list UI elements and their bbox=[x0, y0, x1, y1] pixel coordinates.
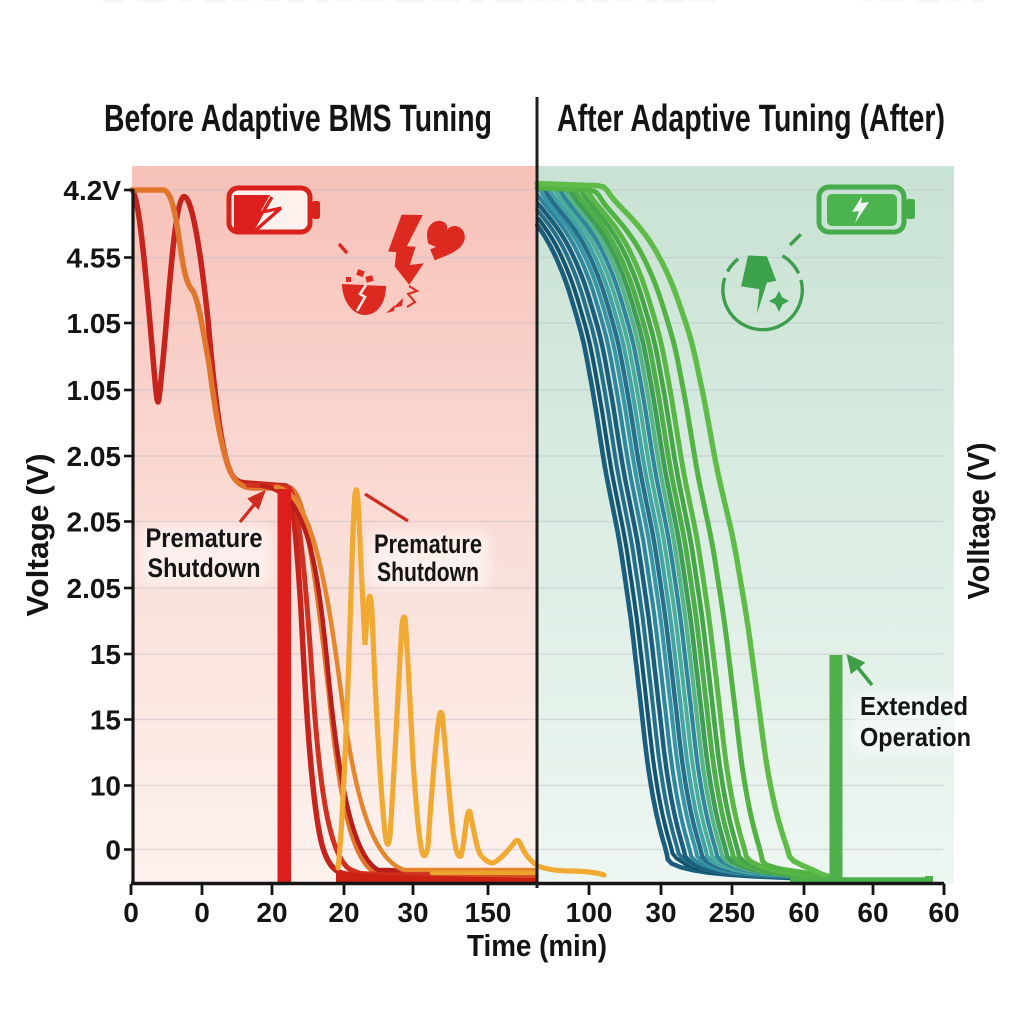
svg-text:20: 20 bbox=[328, 897, 359, 928]
svg-text:Time (min): Time (min) bbox=[467, 928, 607, 963]
svg-text:2.05: 2.05 bbox=[67, 507, 122, 538]
svg-text:250: 250 bbox=[709, 897, 756, 928]
svg-text:60: 60 bbox=[928, 897, 959, 928]
svg-text:30: 30 bbox=[397, 897, 428, 928]
svg-text:Shutdown: Shutdown bbox=[377, 557, 479, 587]
svg-text:1.05: 1.05 bbox=[67, 375, 122, 406]
svg-text:Extended: Extended bbox=[860, 691, 968, 721]
svg-text:Premature: Premature bbox=[374, 529, 482, 559]
svg-text:After Adaptive Tuning (After): After Adaptive Tuning (After) bbox=[557, 98, 945, 140]
svg-text:4.55: 4.55 bbox=[67, 243, 122, 274]
svg-text:0: 0 bbox=[123, 897, 139, 928]
svg-text:30: 30 bbox=[645, 897, 676, 928]
svg-text:15: 15 bbox=[90, 705, 121, 736]
svg-text:2.05: 2.05 bbox=[67, 573, 122, 604]
svg-text:10: 10 bbox=[90, 771, 121, 802]
svg-text:Before Adaptive BMS Tuning: Before Adaptive BMS Tuning bbox=[104, 98, 492, 140]
svg-text:Operation: Operation bbox=[860, 722, 971, 752]
svg-text:100: 100 bbox=[566, 897, 613, 928]
svg-text:60: 60 bbox=[857, 897, 888, 928]
svg-text:Voltage (V): Voltage (V) bbox=[20, 454, 55, 617]
svg-text:0: 0 bbox=[105, 835, 121, 866]
svg-text:1.05: 1.05 bbox=[67, 308, 122, 339]
svg-text:60: 60 bbox=[788, 897, 819, 928]
svg-text:150: 150 bbox=[465, 897, 512, 928]
svg-text:2.05: 2.05 bbox=[67, 441, 122, 472]
svg-text:4.2V: 4.2V bbox=[63, 175, 121, 206]
svg-text:Volltage (V): Volltage (V) bbox=[961, 443, 996, 600]
svg-text:Shutdown: Shutdown bbox=[148, 553, 261, 583]
svg-text:Premature: Premature bbox=[146, 523, 263, 553]
svg-text:0: 0 bbox=[194, 897, 210, 928]
svg-text:20: 20 bbox=[256, 897, 287, 928]
svg-text:15: 15 bbox=[90, 639, 121, 670]
